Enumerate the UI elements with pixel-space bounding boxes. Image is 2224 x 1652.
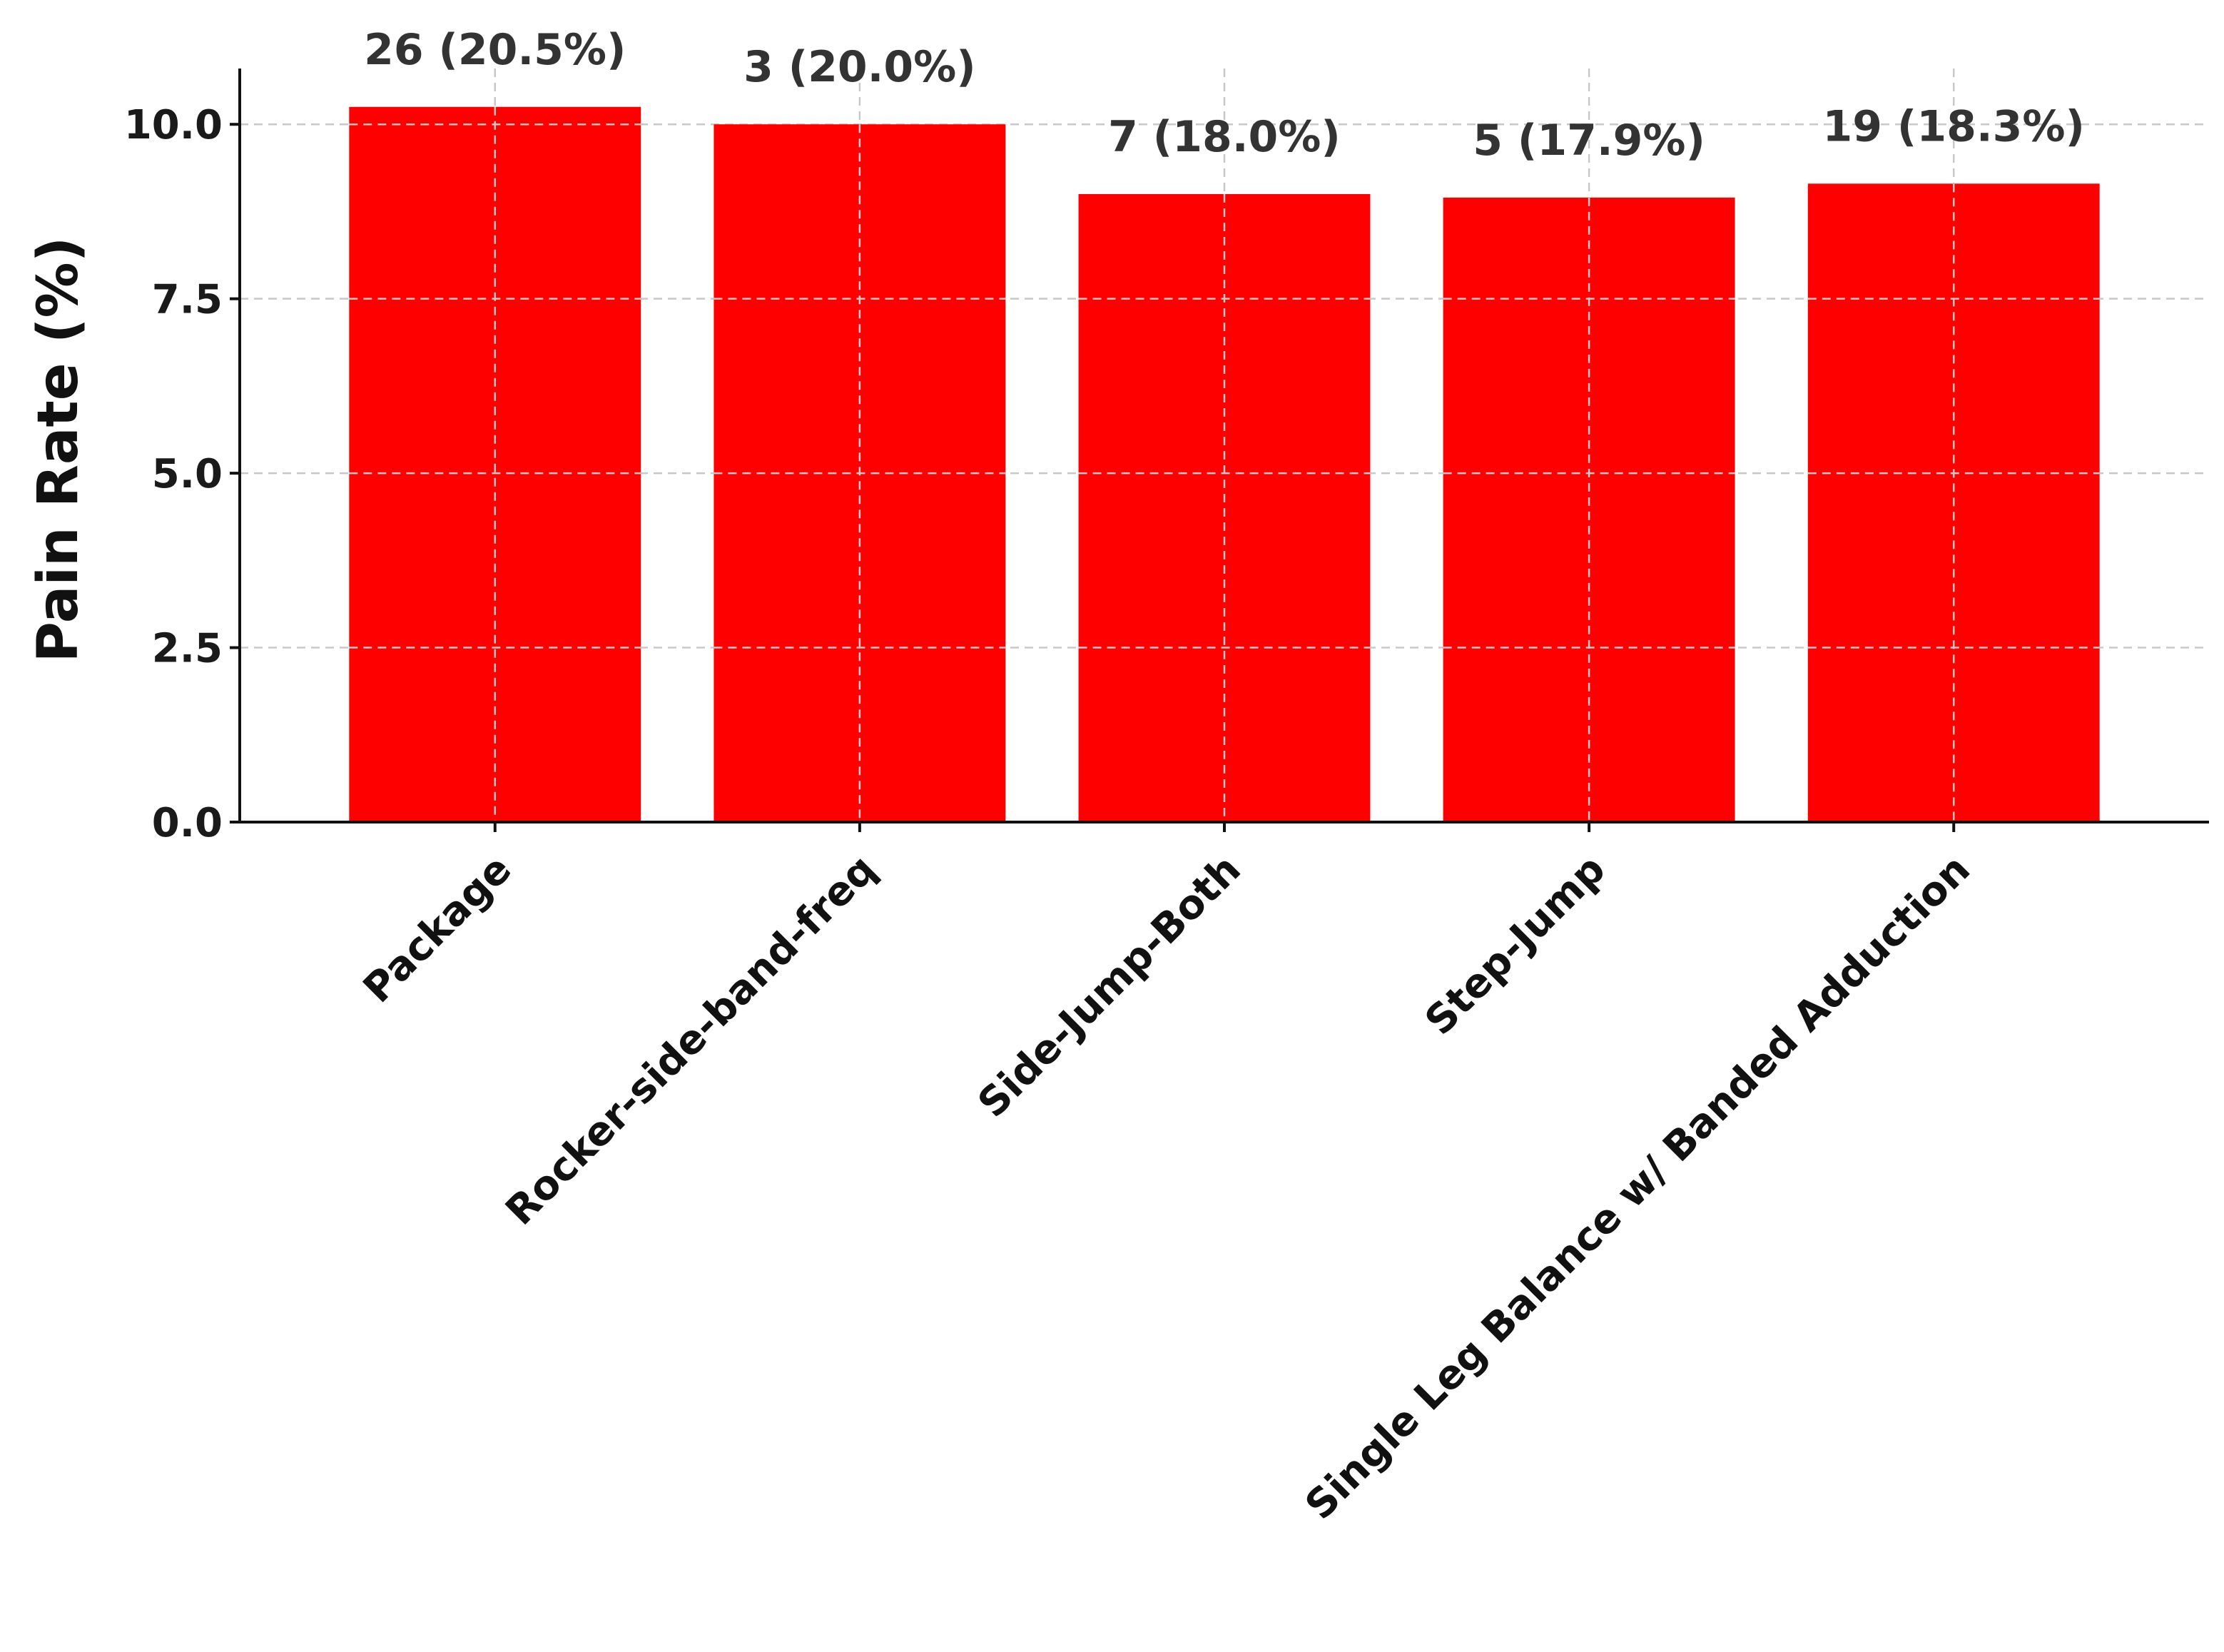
bar-data-label: 5 (17.9%) — [1473, 116, 1705, 166]
bars — [349, 106, 2100, 822]
y-tick-label: 2.5 — [152, 626, 223, 672]
y-tick-label: 5.0 — [152, 451, 223, 497]
x-category-label: Side-Jump-Both — [969, 846, 1249, 1127]
y-tick-label: 10.0 — [124, 102, 223, 148]
x-category-label: Rocker-side-band-freq — [497, 846, 885, 1235]
bar-data-label: 26 (20.5%) — [364, 25, 626, 75]
y-axis-title: Pain Rate (%) — [26, 237, 91, 663]
bar-data-label: 19 (18.3%) — [1823, 101, 2085, 151]
x-category-label: Step-Jump — [1416, 846, 1615, 1045]
bar-data-label: 3 (20.0%) — [743, 42, 976, 92]
x-category-label: Package — [355, 846, 520, 1012]
x-category-label: Single Leg Balance w/ Banded Adduction — [1296, 846, 1979, 1529]
axes — [230, 69, 2209, 832]
bar-data-label: 7 (18.0%) — [1108, 112, 1341, 162]
y-tick-label: 0.0 — [152, 800, 223, 846]
y-tick-label: 7.5 — [152, 277, 223, 323]
